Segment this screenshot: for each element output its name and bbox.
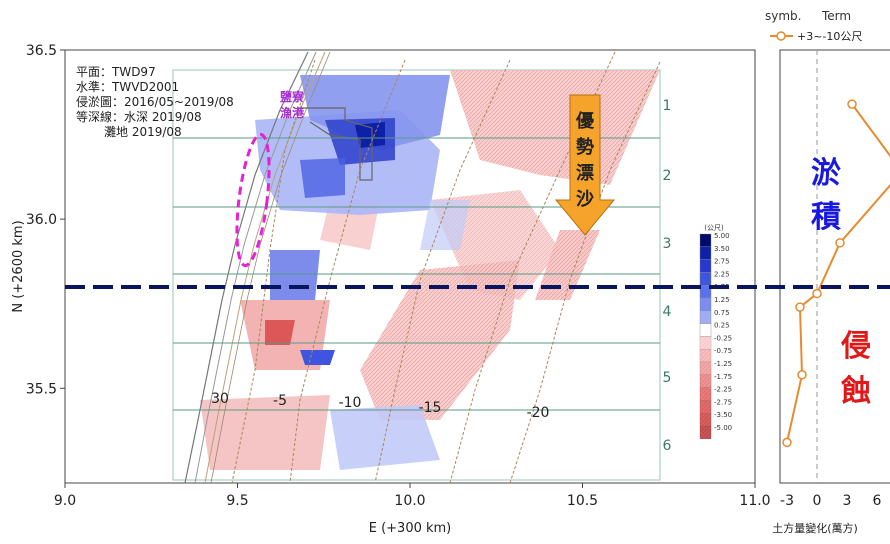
- colorbar-level: -2.75: [714, 398, 732, 406]
- volume-series-point: [782, 437, 792, 448]
- colorbar-swatch-tint: [700, 400, 711, 414]
- colorbar-swatch-tint: [700, 387, 711, 401]
- colorbar-level: 1.25: [714, 296, 730, 304]
- colorbar-level: -3.50: [714, 411, 732, 419]
- y-tick-label: 35.5: [26, 381, 57, 397]
- info-line: 灘地 2019/08: [104, 125, 182, 139]
- legend-header-symb: symb.: [765, 9, 801, 23]
- volume-series-point: [847, 99, 857, 109]
- info-line: 等深線：水深 2019/08: [76, 109, 202, 124]
- colorbar-level: 2.25: [714, 270, 730, 278]
- erosion-label-1: 侵: [840, 329, 871, 364]
- colorbar-swatch-tint: [700, 426, 711, 439]
- legend-header-term: Term: [821, 9, 851, 23]
- zone-label: 6: [663, 438, 672, 454]
- colorbar-level: 3.50: [714, 245, 730, 253]
- colorbar-level: -1.25: [714, 360, 732, 368]
- drift-label-char: 沙: [576, 189, 594, 210]
- contour-label: -10: [339, 395, 362, 411]
- y-tick-label: 36.5: [26, 43, 57, 59]
- colorbar-level: 5.00: [714, 232, 730, 240]
- volume-plot: -3 0 3 6 土方量變化(萬方): [772, 99, 890, 535]
- contour-label: -20: [527, 405, 550, 421]
- colorbar-swatch-tint: [700, 349, 711, 362]
- main-axes: 9.0 9.5 10.0 10.5 11.0 35.5 36.0 36.5 E (+300 km…: [11, 43, 771, 536]
- harbor-label-line: 鹽寮: [280, 89, 305, 104]
- colorbar-swatch: [699, 233, 712, 248]
- colorbar-level: -5.00: [714, 424, 732, 432]
- colorbar-level: -0.25: [714, 334, 732, 342]
- survey-zone-box: [172, 69, 661, 481]
- contour-label: 30: [211, 391, 229, 407]
- drift-arrow: 優勢漂沙: [554, 94, 616, 236]
- accretion-label-1: 淤: [811, 156, 841, 191]
- volume-series-point: [835, 238, 845, 248]
- harbor-label-line: 漁港: [280, 105, 305, 120]
- volume-plot-frame: [779, 49, 890, 484]
- colorbar-level: -0.75: [714, 347, 732, 355]
- contour-label: -5: [273, 393, 287, 409]
- contour-labels: 30 -5 -10 -15 -20: [211, 391, 549, 421]
- x-tick-label: 10.5: [567, 493, 598, 509]
- colorbar-swatch: [699, 246, 712, 260]
- colorbar-swatch: [699, 272, 712, 286]
- info-text: 平面：TWD97 水準：TWVD2001 侵淤圖：2016/05~2019/08 等深…: [76, 65, 234, 139]
- colorbar-swatch: [699, 259, 712, 273]
- colorbar-swatch-tint: [700, 413, 711, 426]
- contour-label: -15: [419, 400, 442, 416]
- colorbar-swatch: [699, 323, 712, 337]
- drift-label-char: 優: [575, 110, 595, 132]
- drift-label: 優勢漂沙: [575, 110, 595, 210]
- zone-labels: 1 2 3 4 5 6: [663, 98, 672, 454]
- colorbar-level: 2.75: [714, 258, 730, 266]
- info-line: 侵淤圖：2016/05~2019/08: [76, 94, 234, 109]
- volume-x-axis-label: 土方量變化(萬方): [772, 521, 858, 535]
- x-tick-label: 9.0: [54, 493, 76, 509]
- accretion-area: [255, 75, 470, 470]
- volume-x-tick-label: 3: [843, 493, 852, 509]
- harbor-label: 鹽寮漁港: [280, 89, 305, 120]
- accretion-label-2: 積: [811, 200, 841, 235]
- drift-label-char: 漂: [576, 163, 594, 184]
- volume-series-point: [812, 288, 822, 299]
- legend-series-name: +3~-10公尺: [797, 30, 862, 43]
- zone-label: 1: [663, 98, 672, 114]
- volume-x-tick-label: 6: [873, 493, 882, 509]
- erosion-label-2: 蝕: [841, 374, 871, 409]
- colorbar-level: 0.25: [714, 322, 730, 330]
- drift-label-char: 勢: [576, 136, 594, 158]
- volume-series-point: [797, 370, 807, 380]
- volume-x-tick-label: -3: [780, 493, 794, 509]
- colorbar-swatch-tint: [700, 374, 711, 388]
- volume-x-tick-label: 0: [813, 493, 822, 509]
- colorbar-swatch-tint: [700, 336, 711, 350]
- volume-series-point: [795, 302, 805, 312]
- info-line: 平面：TWD97: [76, 65, 156, 79]
- x-tick-label: 10.0: [394, 493, 425, 509]
- colorbar-unit: (公尺): [704, 224, 724, 232]
- zone-label: 2: [663, 168, 672, 184]
- legend: symb. Term +3~-10公尺: [765, 9, 862, 43]
- zone-label: 5: [663, 370, 672, 386]
- colorbar-swatch: [699, 310, 712, 324]
- y-axis-label: N (+2600 km): [11, 220, 26, 312]
- x-tick-label: 11.0: [739, 493, 770, 509]
- y-tick-label: 36.0: [26, 212, 57, 228]
- x-tick-label: 9.5: [226, 493, 248, 509]
- colorbar-level: -1.75: [714, 373, 732, 381]
- colorbar-level: 0.75: [714, 309, 730, 317]
- colorbar-swatch-tint: [700, 362, 711, 375]
- x-axis-label: E (+300 km): [369, 521, 452, 536]
- nearshore-accretion-ellipse: [235, 132, 271, 268]
- zone-label: 4: [663, 304, 672, 320]
- legend-marker: [776, 31, 786, 41]
- colorbar: (公尺)5.003.502.752.251.751.250.750.25-0.2…: [699, 224, 732, 440]
- zone-label: 3: [663, 236, 672, 252]
- info-line: 水準：TWVD2001: [76, 79, 179, 94]
- colorbar-level: -2.25: [714, 386, 732, 394]
- colorbar-swatch: [699, 297, 712, 312]
